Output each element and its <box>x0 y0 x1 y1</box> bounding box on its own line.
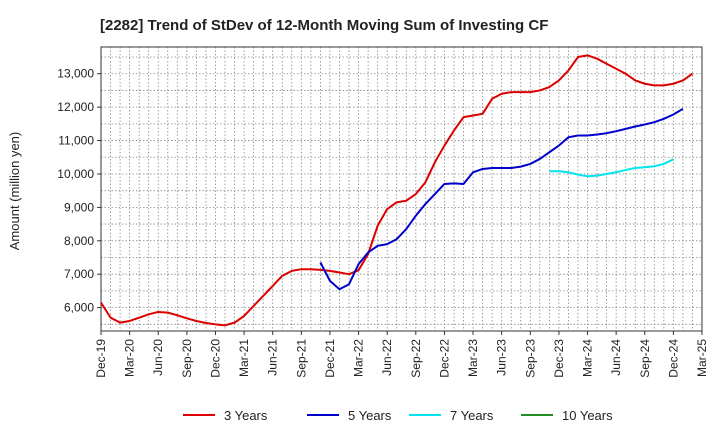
x-tick-label: Mar-21 <box>237 339 251 377</box>
x-tick-label: Jun-21 <box>266 339 280 376</box>
legend: 3 Years 5 Years 7 Years 10 Years <box>183 408 613 423</box>
x-tick-label: Sep-24 <box>638 339 652 378</box>
y-tick-label: 12,000 <box>57 100 94 114</box>
x-tick-label: Dec-24 <box>666 339 680 378</box>
x-tick-label: Mar-24 <box>581 339 595 377</box>
y-axis-label: Amount (million yen) <box>7 132 22 251</box>
y-tick-label: 13,000 <box>57 67 94 81</box>
x-tick-label: Mar-20 <box>123 339 137 377</box>
y-axis-ticks: 6,000 7,000 8,000 9,000 10,000 11,000 12,000 13… <box>57 67 101 315</box>
x-tick-label: Jun-20 <box>151 339 165 376</box>
x-tick-label: Dec-22 <box>437 339 451 378</box>
legend-label: 5 Years <box>348 408 392 423</box>
legend-label: 3 Years <box>224 408 268 423</box>
x-tick-label: Jun-22 <box>380 339 394 376</box>
y-tick-label: 11,000 <box>58 134 94 148</box>
x-tick-label: Sep-23 <box>523 339 537 378</box>
x-tick-label: Sep-20 <box>180 339 194 378</box>
legend-label: 10 Years <box>562 408 613 423</box>
plot-area <box>100 46 703 332</box>
x-tick-label: Mar-25 <box>695 339 709 377</box>
x-tick-label: Dec-23 <box>552 339 566 378</box>
grid <box>101 47 702 331</box>
y-tick-label: 8,000 <box>64 234 94 248</box>
x-tick-label: Jun-23 <box>495 339 509 376</box>
series-line-3 <box>549 158 674 178</box>
x-tick-label: Dec-19 <box>94 339 108 378</box>
x-tick-label: Sep-22 <box>409 339 423 378</box>
x-tick-label: Mar-22 <box>352 339 366 377</box>
y-tick-label: 7,000 <box>64 267 94 281</box>
x-tick-label: Jun-24 <box>609 339 623 376</box>
x-tick-label: Dec-20 <box>208 339 222 378</box>
x-tick-label: Dec-21 <box>323 339 337 378</box>
series-line-2 <box>319 107 684 291</box>
x-axis-ticks: Dec-19 Mar-20 Jun-20 Sep-20 Dec-20 Mar-21 Jun-… <box>94 331 709 378</box>
x-tick-label: Mar-23 <box>466 339 480 377</box>
legend-label: 7 Years <box>450 408 494 423</box>
series-lines <box>100 54 694 327</box>
y-tick-label: 10,000 <box>57 167 94 181</box>
y-tick-label: 6,000 <box>64 301 94 315</box>
x-tick-label: Sep-21 <box>294 339 308 378</box>
chart-title: [2282] Trend of StDev of 12-Month Moving… <box>100 17 548 34</box>
series-line-1 <box>100 54 694 327</box>
y-tick-label: 9,000 <box>64 200 94 214</box>
